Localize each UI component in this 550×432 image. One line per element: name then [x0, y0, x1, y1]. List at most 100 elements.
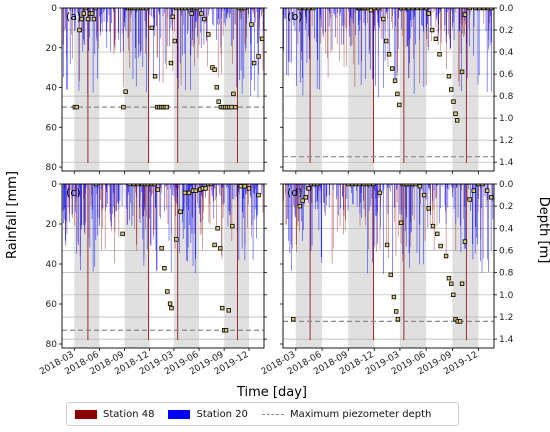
depth-point	[486, 8, 491, 11]
depth-tick-label: 1.0	[499, 114, 514, 124]
depth-point	[256, 54, 261, 59]
depth-tick-label: 1.4	[499, 335, 514, 345]
depth-point	[220, 305, 225, 311]
depth-tick-label: 0.0	[499, 4, 514, 14]
rain-tick-label: 0	[51, 180, 57, 190]
depth-point	[203, 186, 208, 191]
depth-point	[149, 25, 155, 31]
depth-point	[152, 74, 158, 79]
panel-label: (c)	[66, 186, 81, 199]
depth-point	[145, 184, 150, 187]
depth-point	[85, 16, 91, 22]
depth-point	[364, 184, 370, 187]
depth-point	[315, 184, 320, 187]
depth-point	[291, 316, 296, 322]
depth-point	[182, 190, 188, 196]
depth-point	[302, 8, 307, 11]
rain-tick-label: 80	[46, 340, 58, 350]
depth-point	[174, 237, 179, 242]
depth-point	[93, 8, 98, 11]
depth-point	[433, 36, 439, 42]
depth-point	[178, 209, 183, 214]
depth-point	[121, 104, 126, 110]
depth-point	[397, 102, 402, 108]
depth-point	[410, 8, 415, 11]
depth-point	[388, 272, 393, 278]
depth-point	[249, 22, 254, 27]
depth-point	[367, 184, 372, 187]
depth-point	[449, 281, 454, 286]
depth-point	[91, 16, 97, 22]
depth-point	[311, 8, 316, 11]
depth-point	[233, 104, 238, 110]
depth-point	[366, 8, 371, 11]
panel-plot-area	[283, 184, 494, 348]
depth-point	[229, 104, 234, 110]
depth-point	[165, 289, 170, 294]
depth-tick-label: 0.2	[499, 26, 513, 36]
depth-point	[135, 184, 141, 187]
depth-point	[251, 60, 257, 66]
depth-point	[120, 231, 125, 237]
depth-point	[300, 198, 305, 203]
depth-point	[462, 12, 468, 17]
panel-label: (a)	[66, 10, 81, 23]
depth-point	[467, 8, 472, 11]
depth-point	[419, 8, 424, 11]
maxdepth-swatch	[261, 413, 284, 415]
depth-point	[236, 8, 242, 11]
depth-point	[449, 87, 454, 92]
depth-point	[390, 66, 395, 71]
depth-point	[189, 11, 194, 16]
depth-point	[140, 184, 145, 187]
depth-point	[164, 104, 170, 110]
depth-point	[415, 8, 420, 11]
depth-point	[167, 301, 173, 306]
depth-point	[89, 11, 95, 16]
depth-point	[162, 266, 167, 271]
shaded-period	[74, 8, 100, 171]
depth-point	[481, 8, 486, 11]
depth-tick-label: 0.8	[499, 269, 514, 279]
legend-label-maxdepth: Maximum piezometer depth	[289, 408, 432, 420]
legend-item-station48: Station 48	[75, 409, 154, 420]
depth-point	[467, 197, 472, 202]
depth-tick-label: 0.0	[499, 180, 514, 190]
depth-point	[131, 184, 136, 187]
depth-tick-label: 0.4	[499, 48, 514, 58]
x-axis-title: Time [day]	[236, 385, 307, 400]
depth-point	[455, 118, 460, 123]
depth-point	[480, 184, 485, 187]
depth-point	[186, 8, 192, 11]
depth-point	[453, 316, 458, 322]
depth-point	[459, 281, 465, 286]
depth-point	[180, 8, 185, 11]
rain-tick-label: 40	[46, 260, 58, 270]
depth-point	[392, 78, 398, 83]
depth-point	[256, 192, 261, 198]
depth-point	[259, 36, 264, 42]
depth-point	[395, 316, 401, 322]
depth-point	[398, 220, 404, 225]
panel-frame	[61, 183, 265, 349]
depth-point	[206, 184, 211, 187]
depth-point	[93, 184, 99, 187]
depth-point	[371, 184, 376, 187]
depth-point	[192, 8, 197, 11]
depth-point	[451, 99, 456, 104]
depth-tick-label: 0.6	[499, 246, 514, 256]
depth-point	[435, 231, 440, 237]
rain-tick-label: 60	[46, 300, 58, 310]
depth-point	[451, 292, 456, 298]
depth-point	[297, 8, 303, 11]
depth-point	[193, 188, 198, 193]
depth-point	[488, 8, 494, 11]
depth-point	[77, 27, 82, 33]
depth-point	[176, 8, 182, 11]
depth-point	[172, 38, 177, 44]
depth-point	[413, 184, 418, 187]
depth-point	[186, 190, 192, 196]
panel-frame	[282, 183, 495, 349]
depth-point	[132, 8, 137, 11]
